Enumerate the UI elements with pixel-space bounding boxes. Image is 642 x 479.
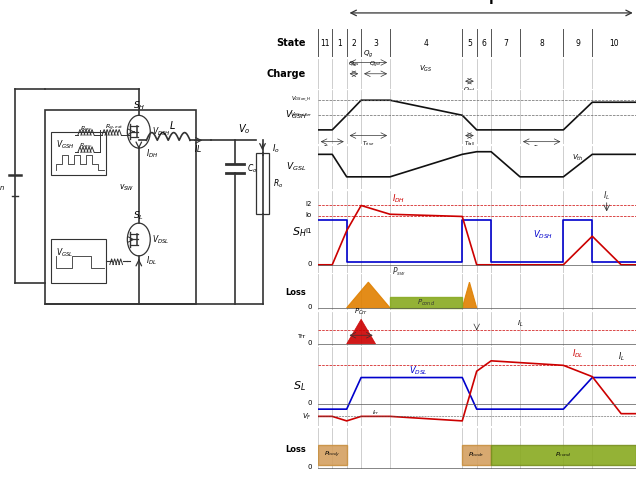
Text: $T_{fall}$: $T_{fall}$: [464, 139, 475, 148]
Text: $I_{DL}$: $I_{DL}$: [146, 255, 157, 267]
Text: $V_{DSL}$: $V_{DSL}$: [152, 233, 169, 246]
Text: $V_{th}$: $V_{th}$: [572, 153, 584, 163]
Text: Trr: Trr: [298, 334, 306, 339]
Text: 1: 1: [337, 39, 342, 47]
Text: $V_F$: $V_F$: [302, 412, 312, 422]
Bar: [257, 153, 268, 214]
Text: $V_{DSH}$: $V_{DSH}$: [152, 125, 171, 138]
Polygon shape: [347, 282, 390, 308]
Text: 11: 11: [320, 39, 330, 47]
Text: $I_o$: $I_o$: [272, 143, 279, 155]
Bar: [462, 445, 491, 465]
Text: Loss: Loss: [286, 445, 306, 454]
Text: 6: 6: [482, 39, 487, 47]
Text: I2: I2: [306, 201, 312, 207]
Text: $T_{body\_b}$: $T_{body\_b}$: [532, 144, 551, 153]
Text: $P_{body}$: $P_{body}$: [324, 449, 340, 460]
Text: $Q_{gd}$: $Q_{gd}$: [464, 86, 476, 96]
Text: $R_{g,ext}$: $R_{g,ext}$: [105, 123, 124, 133]
Bar: [491, 445, 636, 465]
Text: $R_{snc}$: $R_{snc}$: [79, 141, 93, 150]
Text: $C_o$: $C_o$: [247, 162, 258, 175]
Text: $I_L$: $I_L$: [517, 319, 523, 329]
Text: $R_o$: $R_o$: [273, 177, 283, 190]
Text: 5: 5: [467, 39, 472, 47]
Text: $P_{cond}$: $P_{cond}$: [555, 450, 571, 459]
Bar: [45, 110, 196, 304]
Text: 9: 9: [575, 39, 580, 47]
Text: $I_{DH}$: $I_{DH}$: [146, 147, 159, 160]
Text: 0: 0: [308, 304, 312, 310]
Text: $V_{DSL}$: $V_{DSL}$: [410, 365, 428, 377]
Text: $Q_{gs}$: $Q_{gs}$: [348, 60, 360, 70]
Text: $I_{rr}$: $I_{rr}$: [372, 408, 379, 417]
Text: $v_{SW}$: $v_{SW}$: [119, 182, 134, 193]
Text: $R_{src}$: $R_{src}$: [80, 124, 92, 133]
Text: 0: 0: [308, 341, 312, 346]
Text: 0: 0: [308, 400, 312, 406]
Text: $V_{GSH}$: $V_{GSH}$: [56, 138, 74, 151]
Text: 7: 7: [503, 39, 508, 47]
Text: T: T: [487, 0, 496, 7]
Text: $Q_{gd}$: $Q_{gd}$: [369, 60, 382, 70]
Bar: [318, 445, 347, 465]
Text: $V_{GSL}$: $V_{GSL}$: [286, 160, 306, 173]
Text: $P_{Crr}$: $P_{Crr}$: [354, 307, 368, 317]
Text: 10: 10: [609, 39, 619, 47]
Text: $I_{DH}$: $I_{DH}$: [392, 193, 405, 205]
Text: $V_{DSH}$: $V_{DSH}$: [533, 228, 553, 241]
Text: $V_{GSon\_H}$: $V_{GSon\_H}$: [291, 94, 312, 103]
Text: 4: 4: [424, 39, 429, 47]
Bar: [390, 297, 462, 308]
Polygon shape: [462, 282, 476, 308]
Text: $S_L$: $S_L$: [134, 209, 144, 222]
Text: $T_{body\_a}$: $T_{body\_a}$: [323, 144, 342, 153]
Text: $IL$: $IL$: [194, 143, 202, 154]
Text: $V_o$: $V_o$: [238, 123, 250, 137]
Text: 0: 0: [308, 464, 312, 470]
Bar: [51, 240, 105, 283]
Text: $P_{cond}$: $P_{cond}$: [417, 297, 435, 308]
Text: $S_L$: $S_L$: [293, 379, 306, 393]
Text: 3: 3: [373, 39, 378, 47]
Text: $S_H$: $S_H$: [291, 225, 306, 239]
Polygon shape: [347, 319, 376, 344]
Text: $V_{GS}$: $V_{GS}$: [419, 64, 433, 74]
Text: Loss: Loss: [286, 288, 306, 297]
Text: $V_{GSL}$: $V_{GSL}$: [56, 246, 74, 259]
Text: $L$: $L$: [169, 119, 175, 131]
Text: State: State: [277, 38, 306, 48]
Text: 8: 8: [539, 39, 544, 47]
Text: $P_{sw}$: $P_{sw}$: [392, 266, 406, 278]
Text: I1: I1: [306, 228, 312, 234]
Text: $I_L$: $I_L$: [603, 190, 611, 203]
Text: $V_{GSH}$: $V_{GSH}$: [284, 108, 306, 121]
Text: $T_{rise}$: $T_{rise}$: [362, 139, 374, 148]
Text: Charge: Charge: [267, 69, 306, 79]
Text: $V_{in}$: $V_{in}$: [0, 179, 6, 193]
Text: $Q_g$: $Q_g$: [363, 48, 374, 60]
Text: 2: 2: [352, 39, 356, 47]
Text: 0: 0: [308, 261, 312, 267]
Text: $P_{bode}$: $P_{bode}$: [469, 450, 485, 459]
Bar: [51, 132, 105, 175]
Text: $I_L$: $I_L$: [618, 351, 625, 363]
Text: $I_{DL}$: $I_{DL}$: [572, 348, 584, 360]
Text: $S_H$: $S_H$: [133, 100, 145, 112]
Text: $V_{GSmiller}$: $V_{GSmiller}$: [290, 110, 312, 119]
Text: Io: Io: [306, 212, 312, 218]
